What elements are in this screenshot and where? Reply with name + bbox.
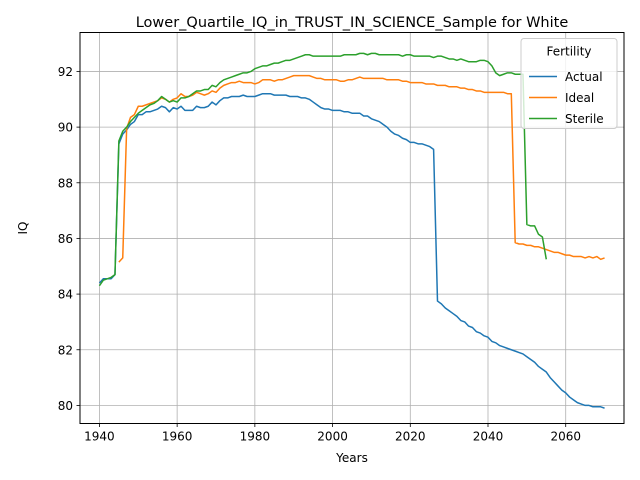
legend-items: Actual Ideal Sterile xyxy=(529,70,604,126)
x-axis-label: Years xyxy=(335,451,368,465)
series-line-actual xyxy=(98,92,605,409)
legend-title: Fertility xyxy=(546,45,591,59)
y-tick-label: 86 xyxy=(58,232,73,246)
legend: Fertility Actual Ideal Sterile xyxy=(520,38,618,129)
plot-frame xyxy=(79,32,625,424)
y-tick-label: 80 xyxy=(58,399,73,413)
y-tick-label: 82 xyxy=(58,343,73,357)
chart-title: Lower_Quartile_IQ_in_TRUST_IN_SCIENCE_Sa… xyxy=(136,15,569,31)
y-tick-label: 84 xyxy=(58,288,73,302)
y-tick-label: 92 xyxy=(58,65,73,79)
x-tick-label: 2000 xyxy=(317,430,348,444)
series-line-ideal xyxy=(118,74,605,263)
legend-label-ideal: Ideal xyxy=(565,91,594,105)
legend-box xyxy=(520,38,618,129)
legend-label-actual: Actual xyxy=(565,70,603,84)
x-tick-label: 2060 xyxy=(550,430,581,444)
series-line-sterile xyxy=(98,52,548,287)
x-tick-label: 1940 xyxy=(84,430,115,444)
series-lines xyxy=(98,52,605,409)
legend-label-sterile: Sterile xyxy=(565,112,604,126)
x-tick-label: 2020 xyxy=(395,430,426,444)
x-tick-label: 1960 xyxy=(162,430,193,444)
y-tick-label: 88 xyxy=(58,176,73,190)
y-axis-label: IQ xyxy=(16,222,30,235)
x-tick-label: 1980 xyxy=(240,430,271,444)
x-tick-label: 2040 xyxy=(473,430,504,444)
axis-ticks: 1940 1960 1980 2000 2020 2040 2060 80 82 84 86 88 90… xyxy=(58,65,581,444)
y-tick-label: 90 xyxy=(58,121,73,135)
